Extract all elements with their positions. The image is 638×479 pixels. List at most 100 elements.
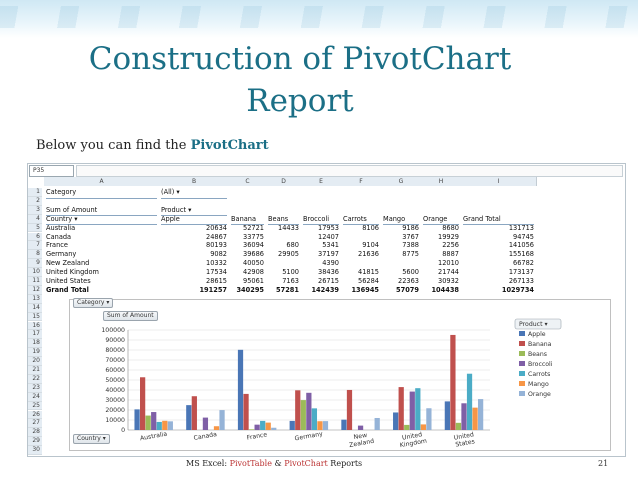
row-header-13[interactable]: 13 (28, 294, 42, 304)
value-cell[interactable]: 5341 (322, 241, 339, 250)
row-header-20[interactable]: 20 (28, 357, 42, 366)
column-header-d[interactable]: D (266, 177, 302, 186)
value-cell[interactable]: 3767 (402, 232, 419, 241)
row-header-21[interactable]: 21 (28, 366, 42, 375)
grand-total-value[interactable]: 104438 (431, 285, 459, 294)
pivot-chart[interactable]: Category ▾ Sum of Amount Country ▾ 0 1000… (69, 298, 611, 451)
row-header-15[interactable]: 15 (28, 312, 42, 322)
value-cell[interactable]: 10332 (206, 259, 227, 268)
column-header-f[interactable]: F (341, 177, 382, 186)
country-cell[interactable]: Canada (46, 232, 72, 241)
value-cell[interactable]: 141056 (508, 241, 534, 250)
product-header-banana[interactable]: Banana (231, 215, 264, 226)
value-cell[interactable]: 2256 (442, 241, 459, 250)
value-cell[interactable]: 17534 (206, 268, 227, 277)
grand-total-value[interactable]: 340295 (236, 285, 264, 294)
formula-bar[interactable] (76, 165, 623, 177)
value-cell[interactable]: 680 (286, 241, 299, 250)
row-header-11[interactable]: 11 (28, 277, 42, 286)
value-cell[interactable]: 95061 (243, 277, 264, 285)
row-header-1[interactable]: 1 (28, 188, 42, 197)
value-cell[interactable]: 9082 (210, 250, 227, 259)
value-cell[interactable]: 40050 (243, 259, 264, 268)
grand-total-value[interactable]: 1029734 (501, 285, 534, 294)
row-header-30[interactable]: 30 (28, 446, 42, 455)
value-cell[interactable]: 8106 (362, 223, 379, 232)
row-header-4[interactable]: 4 (28, 214, 42, 224)
value-cell[interactable]: 155168 (508, 250, 534, 259)
grand-total-value[interactable]: 136945 (351, 285, 379, 294)
value-cell[interactable]: 94745 (513, 232, 534, 241)
grand-total-value[interactable]: 57281 (276, 285, 299, 294)
row-header-18[interactable]: 18 (28, 339, 42, 349)
value-cell[interactable]: 26715 (318, 277, 339, 285)
column-header-g[interactable]: G (381, 177, 422, 186)
row-header-19[interactable]: 19 (28, 348, 42, 358)
value-cell[interactable]: 17953 (318, 223, 339, 232)
column-header-a[interactable]: A (44, 177, 160, 186)
value-cell[interactable]: 30932 (438, 277, 459, 285)
value-cell[interactable]: 39686 (243, 250, 264, 259)
value-cell[interactable]: 38436 (318, 268, 339, 277)
value-cell[interactable]: 8775 (402, 250, 419, 259)
column-header-h[interactable]: H (421, 177, 462, 186)
value-cell[interactable]: 66782 (513, 259, 534, 268)
product-field-dropdown[interactable]: Product ▾ (161, 206, 227, 217)
value-cell[interactable]: 7388 (402, 241, 419, 250)
value-cell[interactable]: 56284 (358, 277, 379, 285)
value-cell[interactable]: 12407 (318, 232, 339, 241)
column-header-b[interactable]: B (159, 177, 230, 186)
row-header-28[interactable]: 28 (28, 428, 42, 438)
value-cell[interactable]: 19929 (438, 232, 459, 241)
value-cell[interactable]: 14433 (278, 223, 299, 232)
value-cell[interactable]: 12010 (438, 259, 459, 268)
value-cell[interactable]: 20634 (206, 223, 227, 232)
value-cell[interactable]: 37197 (318, 250, 339, 259)
country-cell[interactable]: United States (46, 277, 91, 285)
country-cell[interactable]: Germany (46, 250, 77, 259)
sum-of-amount-label[interactable]: Sum of Amount (46, 206, 157, 217)
value-cell[interactable]: 4390 (322, 259, 339, 268)
value-cell[interactable]: 131713 (508, 223, 534, 232)
product-header-carrots[interactable]: Carrots (343, 215, 379, 226)
row-header-24[interactable]: 24 (28, 392, 42, 402)
grand-total-header[interactable]: Grand Total (463, 215, 534, 226)
row-header-12[interactable]: 12 (28, 285, 42, 295)
value-cell[interactable]: 7163 (282, 277, 299, 285)
row-header-14[interactable]: 14 (28, 303, 42, 313)
country-cell[interactable]: France (46, 241, 68, 250)
category-field-button[interactable]: Category ▾ (73, 298, 114, 308)
row-header-5[interactable]: 5 (28, 223, 42, 233)
value-cell[interactable]: 8887 (442, 250, 459, 259)
value-cell[interactable]: 29905 (278, 250, 299, 259)
row-header-3[interactable]: 3 (28, 205, 42, 215)
row-header-27[interactable]: 27 (28, 419, 42, 429)
value-cell[interactable]: 5100 (282, 268, 299, 277)
row-header-25[interactable]: 25 (28, 401, 42, 411)
row-header-16[interactable]: 16 (28, 321, 42, 331)
name-box[interactable]: P35 (29, 165, 74, 177)
value-cell[interactable]: 21744 (438, 268, 459, 277)
row-header-9[interactable]: 9 (28, 259, 42, 269)
product-header-broccoli[interactable]: Broccoli (303, 215, 339, 226)
column-header-i[interactable]: I (461, 177, 537, 186)
column-header-c[interactable]: C (229, 177, 267, 186)
value-cell[interactable]: 267133 (508, 277, 534, 285)
value-cell[interactable]: 52721 (243, 223, 264, 232)
country-field-button[interactable]: Country ▾ (73, 434, 110, 444)
grand-total-label[interactable]: Grand Total (46, 285, 89, 294)
grand-total-value[interactable]: 57079 (396, 285, 419, 294)
value-cell[interactable]: 8680 (442, 223, 459, 232)
product-header-beans[interactable]: Beans (268, 215, 299, 226)
row-header-23[interactable]: 23 (28, 383, 42, 393)
value-cell[interactable]: 22363 (398, 277, 419, 285)
row-header-8[interactable]: 8 (28, 250, 42, 260)
value-cell[interactable]: 173137 (508, 268, 534, 277)
row-header-6[interactable]: 6 (28, 232, 42, 242)
country-cell[interactable]: New Zealand (46, 259, 90, 268)
row-header-22[interactable]: 22 (28, 374, 42, 384)
row-header-26[interactable]: 26 (28, 410, 42, 420)
value-cell[interactable]: 42908 (243, 268, 264, 277)
product-header-orange[interactable]: Orange (423, 215, 459, 226)
column-header-e[interactable]: E (301, 177, 342, 186)
